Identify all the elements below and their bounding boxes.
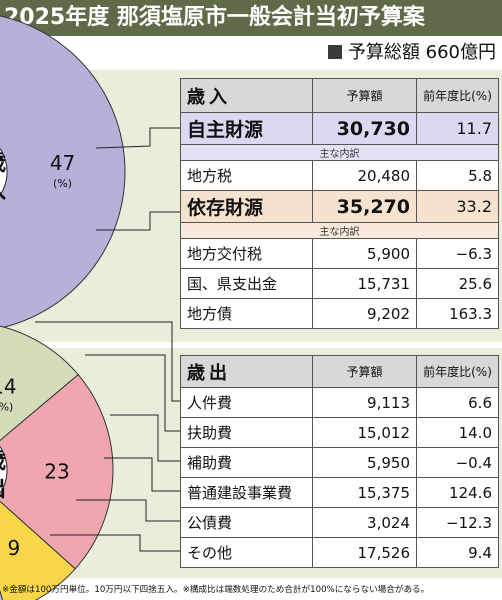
row-amount: 35,270 bbox=[312, 190, 417, 223]
row-change: 124.6 bbox=[416, 477, 499, 508]
row-amount: 15,731 bbox=[312, 268, 417, 299]
row-label: 地方税 bbox=[180, 160, 313, 191]
row-label: 地方債 bbox=[180, 298, 313, 329]
row-label: 人件費 bbox=[180, 387, 313, 418]
row-amount: 5,950 bbox=[312, 447, 417, 478]
expenditure-table: 歳出 予算額 前年度比(%) 人件費 9,113 6.6 扶助費 15,012 … bbox=[180, 355, 499, 568]
expenditure-pie-slice bbox=[0, 589, 3, 600]
breakdown-label: 主な内訳 bbox=[180, 222, 499, 239]
row-amount: 9,113 bbox=[312, 387, 417, 418]
expenditure-pie-title-char: 出 bbox=[0, 477, 6, 502]
breakdown-label: 主な内訳 bbox=[180, 144, 499, 161]
row-amount: 20,480 bbox=[312, 160, 417, 191]
footnote: ※金額は100万円単位。10万円以下四捨五入。※構成比は端数処理のため合計が10… bbox=[2, 585, 430, 595]
expenditure-leader-line bbox=[110, 414, 182, 462]
revenue-table-header: 歳入 bbox=[180, 78, 313, 113]
expenditure-pie-slice bbox=[0, 500, 76, 600]
expenditure-leader-line bbox=[104, 457, 182, 492]
amount-header: 予算額 bbox=[312, 78, 417, 113]
total-budget: 予算総額 660億円 bbox=[327, 40, 496, 66]
row-amount: 3,024 bbox=[312, 507, 417, 538]
revenue-pie-title-char: 入 bbox=[0, 179, 6, 204]
revenue-leader-line bbox=[96, 211, 182, 231]
row-change: 11.7 bbox=[416, 112, 499, 145]
expenditure-leader-line bbox=[76, 499, 182, 522]
row-change: 25.6 bbox=[416, 268, 499, 299]
row-label: 地方交付税 bbox=[180, 238, 313, 269]
expenditure-leader-line bbox=[50, 534, 182, 552]
row-change: 33.2 bbox=[416, 190, 499, 223]
row-amount: 30,730 bbox=[312, 112, 417, 145]
expenditure-pie-hole bbox=[0, 445, 8, 495]
row-change: 6.6 bbox=[416, 387, 499, 418]
expenditure-leader-line bbox=[35, 321, 182, 402]
row-amount: 5,900 bbox=[312, 238, 417, 269]
row-change: −6.3 bbox=[416, 238, 499, 269]
page-title: 2025年度 那須塩原市一般会計当初予算案 bbox=[0, 0, 502, 36]
row-change: −0.4 bbox=[416, 447, 499, 478]
revenue-pie-hole bbox=[0, 147, 8, 197]
row-change: −12.3 bbox=[416, 507, 499, 538]
row-label: 国、県支出金 bbox=[180, 268, 313, 299]
expenditure-pie-title-char: 歳 bbox=[0, 449, 6, 474]
amount-header: 予算額 bbox=[312, 355, 417, 388]
total-value: 660億円 bbox=[425, 42, 496, 63]
change-header: 前年度比(%) bbox=[416, 355, 499, 388]
row-change: 5.8 bbox=[416, 160, 499, 191]
row-label: 補助費 bbox=[180, 447, 313, 478]
expenditure-pie-value-label: 23 bbox=[44, 459, 69, 483]
total-label: 予算総額 bbox=[347, 42, 420, 63]
expenditure-pie-unit-label: (%) bbox=[0, 401, 13, 414]
row-change: 14.0 bbox=[416, 417, 499, 448]
revenue-pie-value-label: 47 bbox=[50, 151, 75, 175]
revenue-table: 歳入 予算額 前年度比(%) 自主財源 30,730 11.7 主な内訳 地方税… bbox=[180, 78, 499, 329]
row-amount: 9,202 bbox=[312, 298, 417, 329]
row-label: 自主財源 bbox=[180, 112, 313, 145]
row-label: 依存財源 bbox=[180, 190, 313, 223]
revenue-pie-unit-label: (%) bbox=[53, 177, 72, 190]
row-amount: 15,375 bbox=[312, 477, 417, 508]
row-amount: 17,526 bbox=[312, 537, 417, 568]
revenue-pie-title-char: 歳 bbox=[0, 151, 6, 176]
expenditure-pie-value-label: 9 bbox=[7, 536, 20, 560]
row-change: 9.4 bbox=[416, 537, 499, 568]
square-bullet-icon bbox=[327, 45, 342, 59]
row-label: 公債費 bbox=[180, 507, 313, 538]
expenditure-pie-slice bbox=[0, 325, 79, 442]
change-header: 前年度比(%) bbox=[416, 78, 499, 113]
row-label: 普通建設事業費 bbox=[180, 477, 313, 508]
revenue-leader-line bbox=[95, 127, 182, 149]
row-label: その他 bbox=[180, 537, 313, 568]
expenditure-leader-line bbox=[85, 354, 182, 432]
expenditure-table-header: 歳出 bbox=[180, 355, 313, 388]
row-label: 扶助費 bbox=[180, 417, 313, 448]
row-amount: 15,012 bbox=[312, 417, 417, 448]
expenditure-pie-value-label: 14 bbox=[0, 375, 17, 399]
row-change: 163.3 bbox=[416, 298, 499, 329]
